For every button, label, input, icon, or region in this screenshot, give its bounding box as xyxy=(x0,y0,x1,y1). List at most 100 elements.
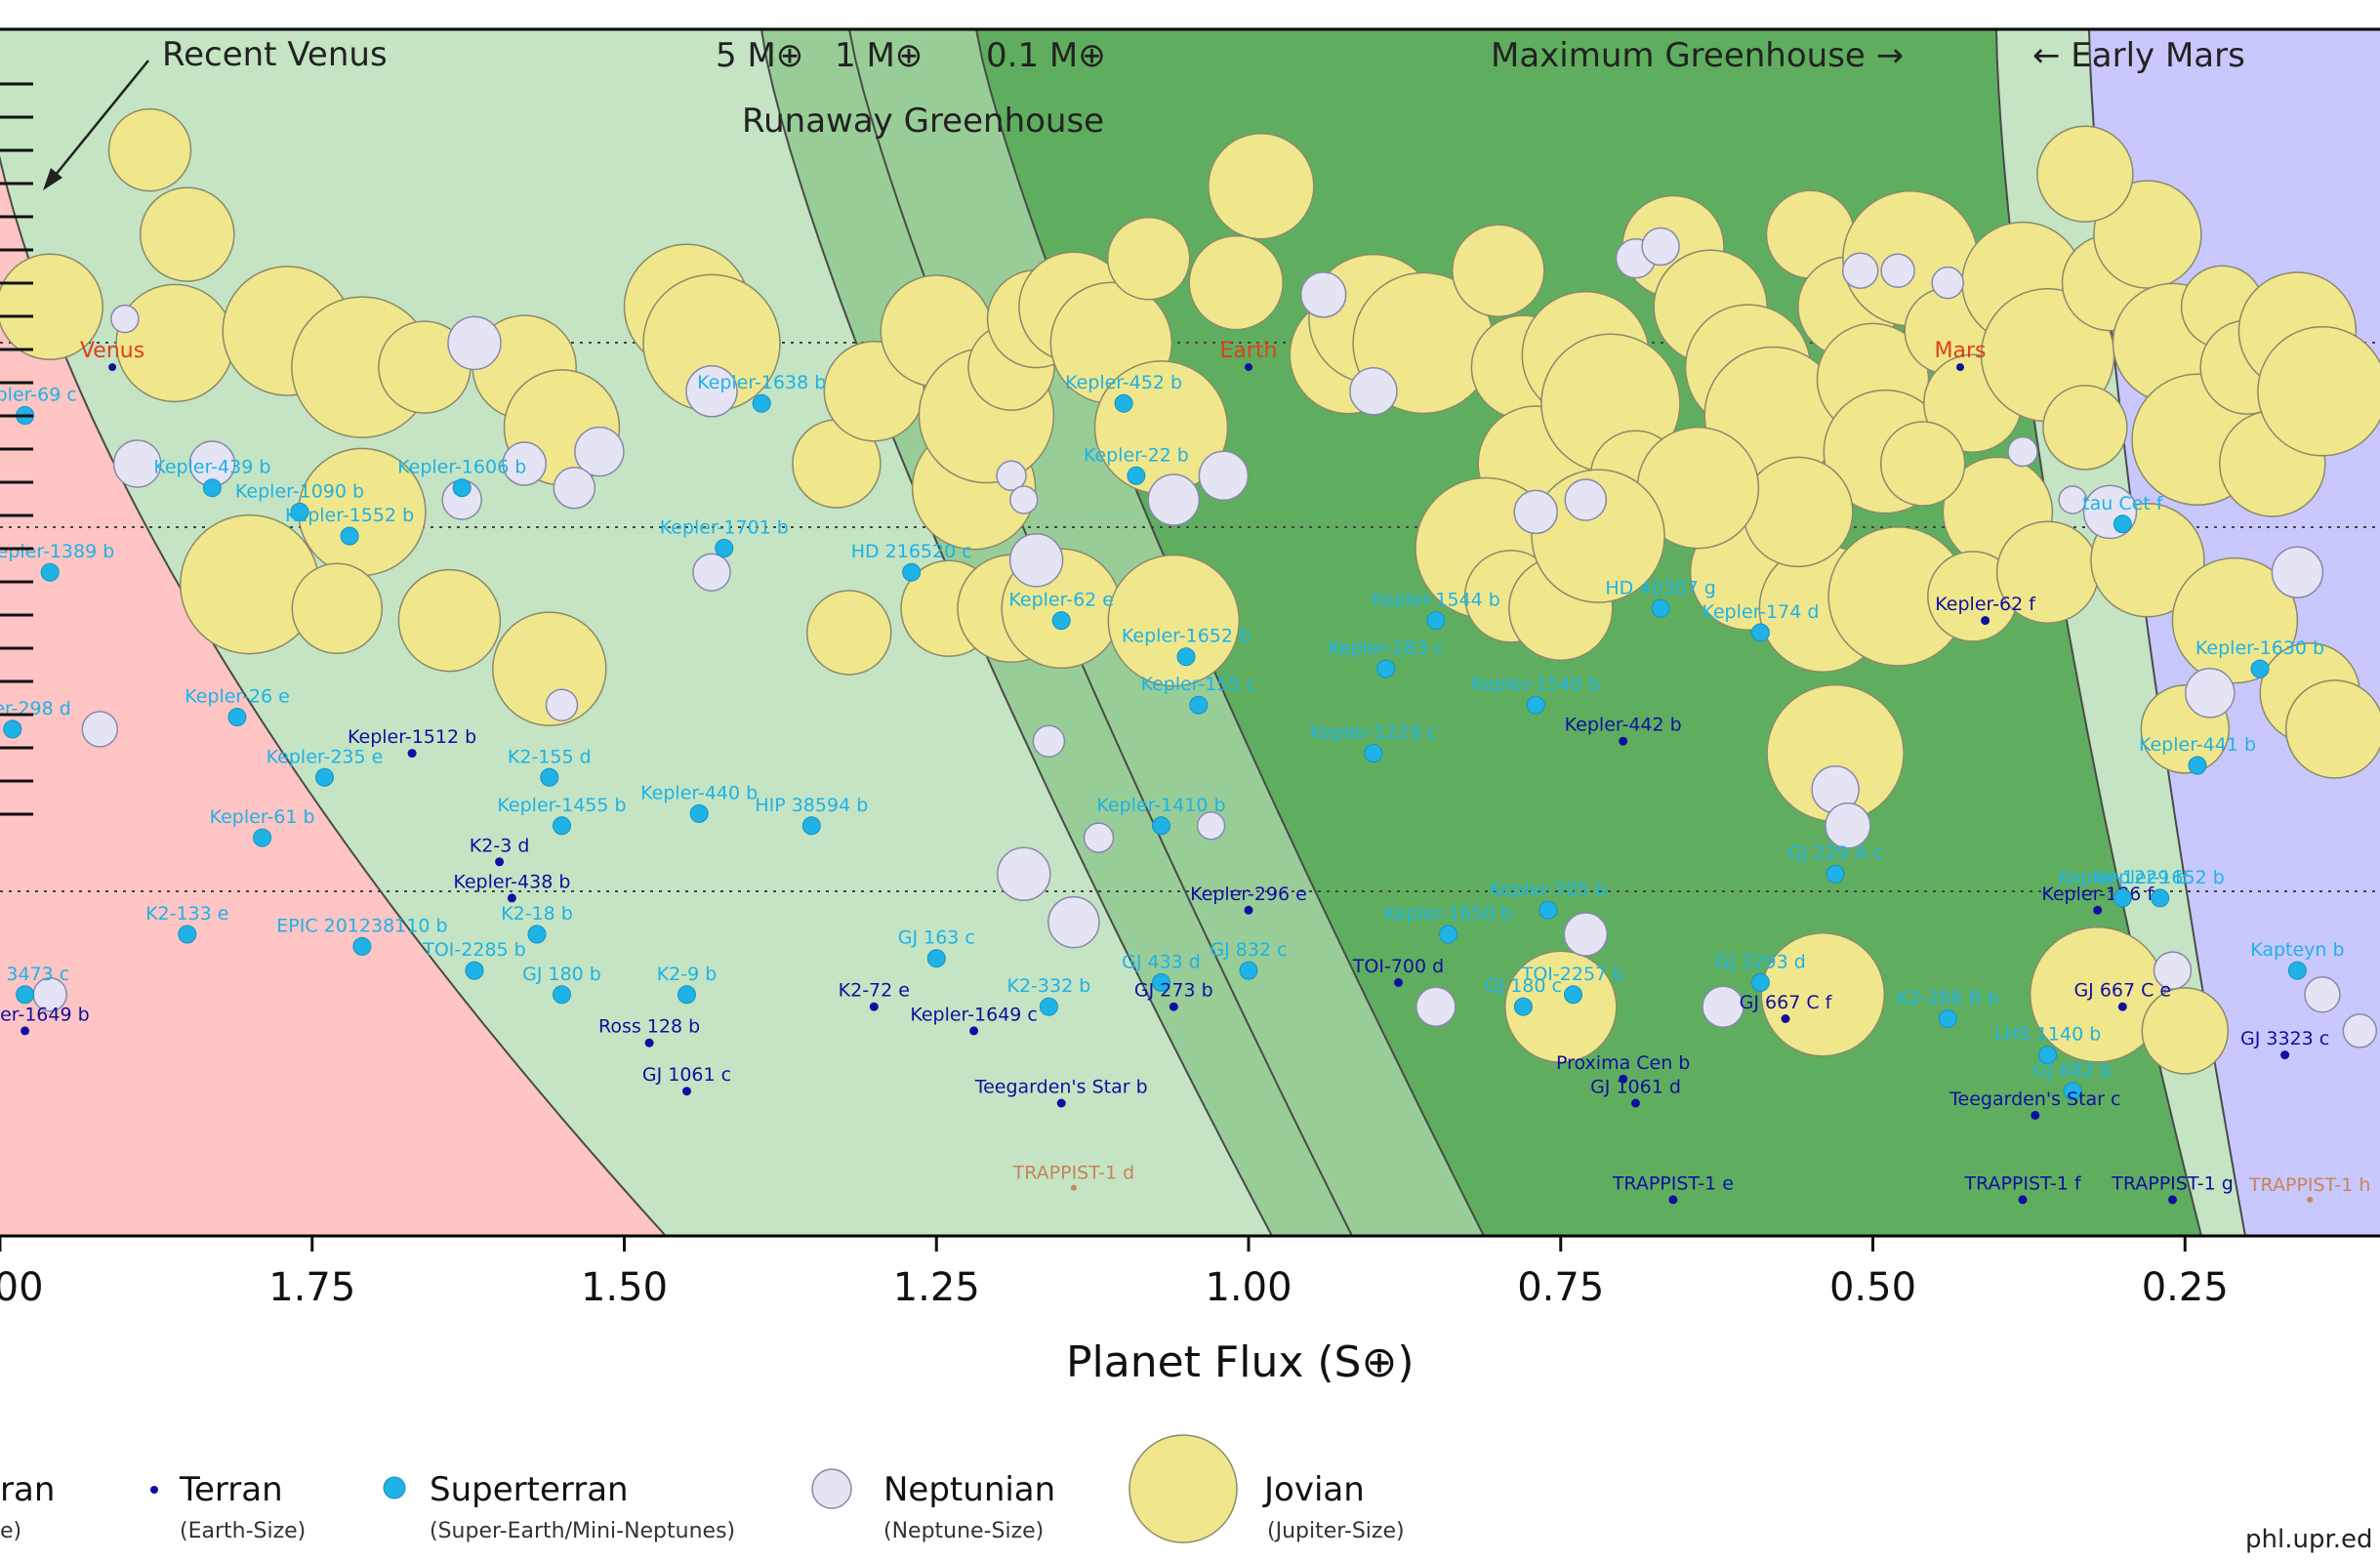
jovian-planet xyxy=(2284,679,2380,779)
planet-marker xyxy=(1394,977,1403,987)
planet-label: GJ 682 b xyxy=(2033,1060,2113,1082)
planet-marker xyxy=(801,816,821,836)
planet-marker xyxy=(1564,985,1582,1005)
planet-marker xyxy=(1619,1074,1628,1084)
planet-label: Kepler-439 b xyxy=(153,457,270,478)
planet-label: TRAPPIST-1 f xyxy=(1963,1172,2081,1194)
planet-label: HIP 38594 b xyxy=(755,795,868,816)
planet-label: Kepler-1552 b xyxy=(285,505,414,526)
planet-label: Kepler-1606 b xyxy=(397,457,526,478)
jovian-planet xyxy=(107,107,192,192)
planet-label: GJ 3473 c xyxy=(0,964,69,985)
planet-marker xyxy=(2151,888,2170,908)
planet-marker xyxy=(2031,1110,2040,1120)
x-tick-label: 1.75 xyxy=(268,1265,355,1310)
planet-marker xyxy=(1070,1184,1077,1191)
neptunian-planet xyxy=(1008,533,1064,588)
planet-label: GJ 3293 d xyxy=(1715,951,1806,972)
planet-marker xyxy=(2113,888,2132,908)
planet-label: Kapteyn b xyxy=(2250,939,2344,961)
planet-marker xyxy=(507,893,516,903)
planet-label: Kepler-22 b xyxy=(1084,444,1189,466)
early-mars-label: ← Early Mars xyxy=(2032,36,2245,75)
runaway-greenhouse-label: Runaway Greenhouse xyxy=(742,102,1104,141)
legend-label: Neptunian xyxy=(883,1470,1055,1509)
source-credit: phl.upr.ed xyxy=(2245,1525,2373,1554)
planet-marker xyxy=(1668,1195,1678,1205)
legend-item-subterran: ran e) xyxy=(0,1470,55,1543)
planet-label: K2-133 e xyxy=(145,903,228,925)
planet-label: Kepler-438 b xyxy=(453,871,570,892)
planet-marker xyxy=(1051,611,1071,631)
jovian-planet xyxy=(1208,132,1315,240)
planet-marker xyxy=(21,1026,30,1036)
planet-marker xyxy=(1781,1014,1790,1023)
mass-01-label: 0.1 M⊕ xyxy=(986,36,1106,75)
planet-marker xyxy=(495,857,505,867)
x-tick-label: 0.25 xyxy=(2142,1265,2229,1310)
planet-label: Kepler-1652 b xyxy=(2096,867,2225,888)
planet-marker xyxy=(2307,1196,2314,1203)
legend-marker-terran xyxy=(150,1486,158,1494)
planet-marker xyxy=(1981,616,1990,626)
neptunian-planet xyxy=(502,441,547,486)
planet-marker xyxy=(1938,1009,1957,1028)
planet-marker xyxy=(1376,659,1396,678)
planet-markers xyxy=(0,107,2380,1075)
jovian-planet xyxy=(2171,556,2299,684)
jovian-planet xyxy=(0,253,103,361)
jovian-planet xyxy=(1504,950,1618,1063)
legend-item-neptunian: Neptunian (Neptune-Size) xyxy=(811,1468,1055,1543)
legend-label: Terran xyxy=(179,1470,283,1509)
planet-label: K2-72 e xyxy=(839,980,910,1002)
neptunian-planet xyxy=(2007,435,2038,468)
jovian-planet xyxy=(1107,554,1241,687)
jovian-planet xyxy=(1760,932,1886,1057)
planet-label: GJ 832 c xyxy=(1210,939,1287,961)
planet-marker xyxy=(1513,997,1533,1016)
planet-marker xyxy=(689,803,709,823)
neptunian-planet xyxy=(1564,478,1608,521)
planet-label: K2-155 d xyxy=(508,746,592,767)
planet-marker xyxy=(553,816,571,836)
neptunian-planet xyxy=(110,304,140,334)
neptunian-planet xyxy=(1349,367,1398,416)
planet-label: Kepler-442 b xyxy=(1565,715,1682,736)
zone-hot xyxy=(0,159,666,1236)
planet-label: GJ 433 d xyxy=(1122,951,1201,972)
planet-label: Kepler-705 b xyxy=(1490,879,1607,900)
recent-venus-arrow xyxy=(46,60,149,186)
neptunian-planet xyxy=(1513,489,1558,535)
planet-label: Earth xyxy=(1220,339,1278,363)
planet-label: HD 216520 c xyxy=(851,541,972,562)
planet-label: Kepler-155 c xyxy=(1141,674,1256,695)
planet-marker xyxy=(1750,972,1770,992)
legend-sublabel: (Earth-Size) xyxy=(180,1519,306,1543)
planet-label: Kepler-1649 c xyxy=(910,1004,1038,1025)
planet-marker xyxy=(2287,961,2307,980)
jovian-planet xyxy=(140,186,235,282)
planet-label: Kepler-235 e xyxy=(267,746,384,767)
planet-label: Kepler-1389 b xyxy=(0,541,114,562)
planet-label: Kepler-1540 b xyxy=(1471,674,1600,695)
legend-sublabel: e) xyxy=(0,1519,21,1543)
legend-label: Jovian xyxy=(1262,1470,1365,1509)
jovian-planet xyxy=(2042,385,2128,471)
planet-marker xyxy=(1439,925,1458,944)
neptunian-planet xyxy=(574,426,625,477)
neptunian-planet xyxy=(1416,986,1457,1027)
planet-marker xyxy=(540,767,559,787)
planet-label: Venus xyxy=(80,339,144,363)
neptunian-planet xyxy=(545,688,579,721)
recent-venus-arrowhead xyxy=(43,168,62,190)
planet-label: Kepler-61 b xyxy=(210,806,315,828)
planet-marker xyxy=(869,1002,879,1011)
planet-marker xyxy=(2038,1046,2058,1065)
planet-marker xyxy=(1056,1098,1066,1108)
planet-label: Kepler-1638 b xyxy=(697,372,826,393)
planet-label: TRAPPIST-1 e xyxy=(1612,1172,1734,1194)
jovian-planet xyxy=(1879,421,1966,507)
planet-label: TOI-2285 b xyxy=(422,939,525,961)
planet-marker xyxy=(2093,905,2103,915)
planet-label: K2-18 b xyxy=(501,903,573,925)
